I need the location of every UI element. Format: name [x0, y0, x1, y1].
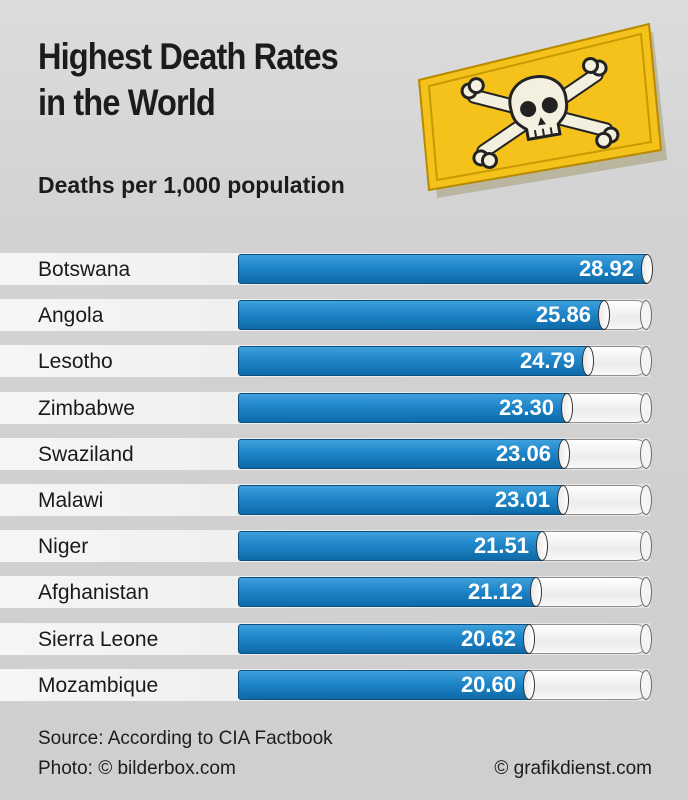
bar-end-cap [561, 393, 573, 423]
bar-track-cap [640, 346, 652, 376]
bar [238, 670, 530, 700]
value-label: 28.92 [578, 256, 634, 281]
category-label: Afghanistan [38, 581, 149, 604]
chart-subtitle: Deaths per 1,000 population [38, 172, 345, 198]
bar-track-cap [640, 624, 652, 654]
bar-track-cap [640, 393, 652, 423]
value-label: 23.30 [498, 395, 554, 420]
bar-end-cap [557, 485, 569, 515]
category-label: Sierra Leone [38, 628, 159, 651]
bar-track-cap [640, 439, 652, 469]
bar [238, 300, 605, 330]
bar-track-cap [640, 577, 652, 607]
category-label: Malawi [38, 489, 104, 512]
bar-end-cap [523, 624, 535, 654]
bar-row: Mozambique 20.60 [0, 666, 688, 704]
bar-row: Sierra Leone 20.62 [0, 620, 688, 658]
category-label: Mozambique [38, 674, 159, 697]
photo-credit: Photo: © bilderbox.com [38, 758, 236, 779]
value-label: 21.51 [473, 533, 529, 558]
value-label: 24.79 [519, 348, 575, 373]
bar-row: Niger 21.51 [0, 527, 688, 565]
bar-end-cap [558, 439, 570, 469]
bar-row: Lesotho 24.79 [0, 342, 688, 380]
bar [238, 393, 568, 423]
bar-end-cap [582, 346, 594, 376]
bar-track-cap [640, 670, 652, 700]
bar [238, 531, 543, 561]
warning-sign-border [427, 32, 653, 182]
bar [238, 577, 537, 607]
value-label: 23.01 [494, 487, 550, 512]
category-label: Lesotho [38, 350, 113, 373]
bar [238, 346, 589, 376]
category-label: Botswana [38, 258, 131, 281]
value-label: 20.62 [460, 626, 516, 651]
bar-track-cap [640, 485, 652, 515]
value-label: 25.86 [535, 302, 591, 327]
bar-end-cap [536, 531, 548, 561]
bar-track-cap [640, 531, 652, 561]
category-label: Niger [38, 535, 89, 558]
category-label: Swaziland [38, 443, 134, 466]
chart-title: Highest Death Rates in the World [38, 34, 339, 126]
bar-end-cap [598, 300, 610, 330]
skull-crossbones-icon [460, 57, 620, 169]
copyright-note: © grafikdienst.com [494, 758, 652, 779]
category-label: Angola [38, 304, 104, 327]
bar-row: Zimbabwe 23.30 [0, 389, 688, 427]
bar-row: Afghanistan 21.12 [0, 573, 688, 611]
bar-row: Botswana 28.92 [0, 250, 688, 288]
title-line-1: Highest Death Rates [38, 36, 339, 77]
bar-row: Angola 25.86 [0, 296, 688, 334]
warning-sign [417, 22, 667, 198]
bar-end-cap [530, 577, 542, 607]
bar [238, 254, 648, 284]
bar-row: Swaziland 23.06 [0, 435, 688, 473]
title-line-2: in the World [38, 82, 216, 123]
bar-row: Malawi 23.01 [0, 481, 688, 519]
value-label: 20.60 [460, 672, 516, 697]
bar-track-cap [640, 300, 652, 330]
bar-end-cap [641, 254, 653, 284]
value-label: 23.06 [495, 441, 551, 466]
category-label: Zimbabwe [38, 397, 135, 420]
bar-end-cap [523, 670, 535, 700]
source-note: Source: According to CIA Factbook [38, 728, 333, 749]
value-label: 21.12 [467, 579, 523, 604]
bar [238, 624, 530, 654]
